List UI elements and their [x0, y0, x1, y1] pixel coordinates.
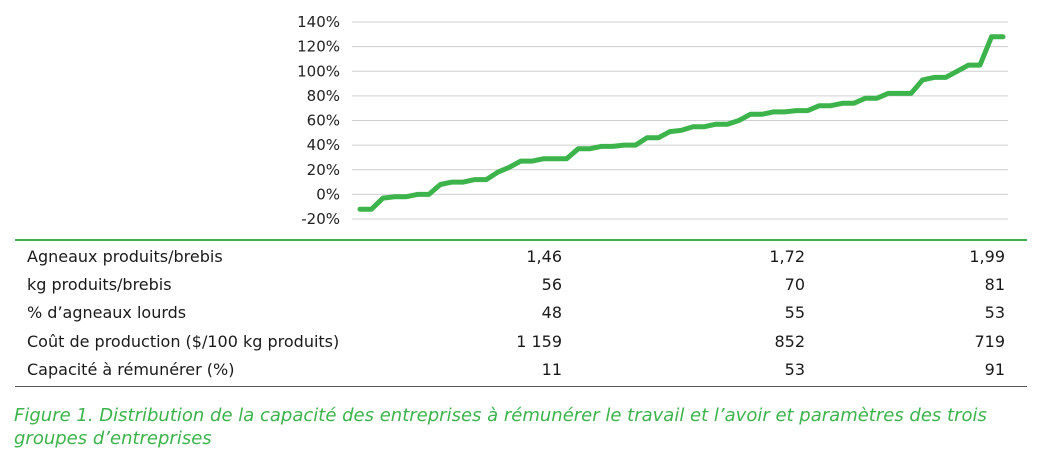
cell-group-2: 55 — [784, 303, 805, 322]
y-tick-label: 60% — [307, 112, 340, 130]
row-label: Agneaux produits/brebis — [27, 247, 223, 266]
row-label: Coût de production ($/100 kg produits) — [27, 332, 340, 351]
cell-group-2: 852 — [774, 332, 805, 351]
cell-group-2: 1,72 — [769, 247, 805, 266]
cell-group-1: 48 — [541, 303, 562, 322]
y-tick-label: 0% — [316, 185, 340, 203]
chart: 140% 120% 100% 80% 60% 40% 20% 0% -20% — [297, 13, 1008, 228]
gridlines — [352, 21, 1008, 220]
table-bottom-rule — [15, 386, 1027, 387]
cell-group-1: 56 — [541, 275, 562, 294]
table-row-lourds: % d’agneaux lourds 48 55 53 — [15, 299, 1027, 327]
y-tick-label: 40% — [307, 136, 340, 154]
row-label: Capacité à rémunérer (%) — [27, 360, 235, 379]
cell-group-1: 1 159 — [516, 332, 562, 351]
y-axis-ticks: 140% 120% 100% 80% 60% 40% 20% 0% -20% — [297, 13, 340, 228]
cell-group-3: 1,99 — [969, 247, 1005, 266]
figure-caption: Figure 1. Distribution de la capacité de… — [14, 405, 987, 449]
cell-group-3: 719 — [974, 332, 1005, 351]
cell-group-3: 53 — [984, 303, 1005, 322]
y-tick-label: 100% — [297, 62, 340, 80]
y-tick-label: 140% — [297, 13, 340, 31]
table-row-kg: kg produits/brebis 56 70 81 — [15, 271, 1027, 299]
table-row-capacite: Capacité à rémunérer (%) 11 53 91 — [15, 356, 1027, 384]
y-tick-label: 20% — [307, 161, 340, 179]
y-tick-label: -20% — [301, 210, 340, 228]
cell-group-3: 91 — [984, 360, 1005, 379]
cell-group-1: 1,46 — [526, 247, 562, 266]
table-row-agneaux: Agneaux produits/brebis 1,46 1,72 1,99 — [15, 243, 1027, 271]
series-line — [357, 34, 1006, 212]
y-tick-label: 120% — [297, 38, 340, 56]
table-row-cout: Coût de production ($/100 kg produits) 1… — [15, 328, 1027, 356]
series-layer — [357, 34, 1006, 212]
cell-group-2: 70 — [784, 275, 805, 294]
row-label: % d’agneaux lourds — [27, 303, 187, 322]
row-label: kg produits/brebis — [27, 275, 172, 294]
y-tick-label: 80% — [307, 87, 340, 105]
cell-group-1: 11 — [541, 360, 562, 379]
table-top-rule — [15, 239, 1027, 241]
cell-group-3: 81 — [984, 275, 1005, 294]
cell-group-2: 53 — [784, 360, 805, 379]
